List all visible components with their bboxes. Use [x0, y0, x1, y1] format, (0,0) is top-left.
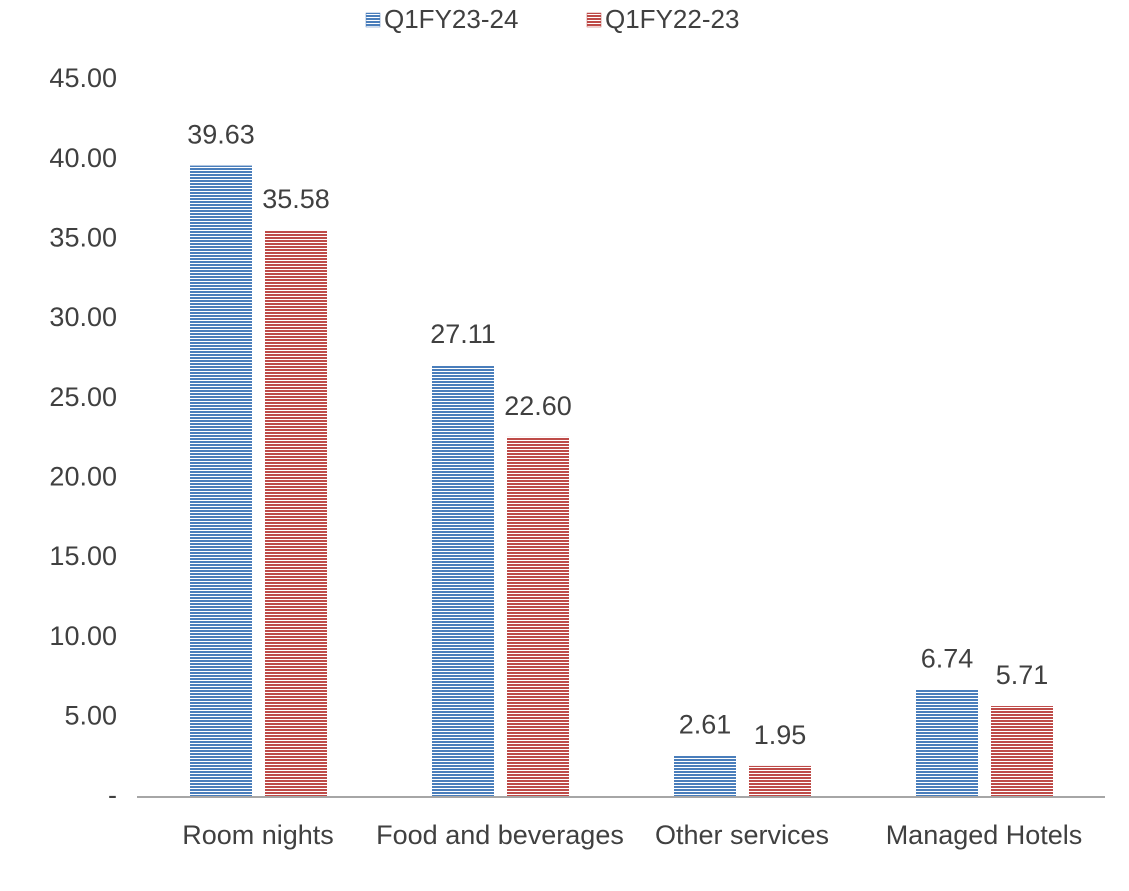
legend-swatch	[586, 12, 602, 28]
data-label: 1.95	[754, 720, 807, 750]
data-label: 5.71	[996, 660, 1049, 690]
bar	[991, 706, 1053, 797]
x-tick-label: Managed Hotels	[885, 820, 1083, 850]
x-tick-label: Other services	[654, 820, 830, 850]
bar	[507, 436, 569, 797]
data-label: 27.11	[430, 319, 496, 349]
legend-label: Q1FY22-23	[605, 4, 739, 34]
data-label: 2.61	[679, 710, 732, 740]
y-tick-label: 45.00	[49, 63, 117, 93]
bar	[916, 689, 978, 797]
y-tick-label: -	[108, 780, 117, 810]
bar	[674, 755, 736, 797]
x-tick-label: Food and beverages	[376, 820, 624, 850]
data-label: 22.60	[504, 391, 572, 421]
y-tick-label: 5.00	[64, 700, 117, 730]
bar	[190, 165, 252, 797]
y-tick-label: 20.00	[49, 461, 117, 491]
legend-swatch	[365, 12, 381, 28]
bar	[265, 230, 327, 798]
data-label: 35.58	[262, 184, 330, 214]
y-tick-label: 35.00	[49, 222, 117, 252]
data-label: 39.63	[187, 120, 255, 150]
bar	[749, 765, 811, 797]
data-label: 6.74	[921, 644, 974, 674]
y-tick-label: 25.00	[49, 382, 117, 412]
y-tick-label: 10.00	[49, 621, 117, 651]
y-tick-label: 30.00	[49, 302, 117, 332]
legend-label: Q1FY23-24	[384, 4, 518, 34]
y-tick-label: 40.00	[49, 143, 117, 173]
x-tick-label: Room nights	[182, 820, 334, 850]
bar	[432, 365, 494, 797]
y-tick-label: 15.00	[49, 541, 117, 571]
